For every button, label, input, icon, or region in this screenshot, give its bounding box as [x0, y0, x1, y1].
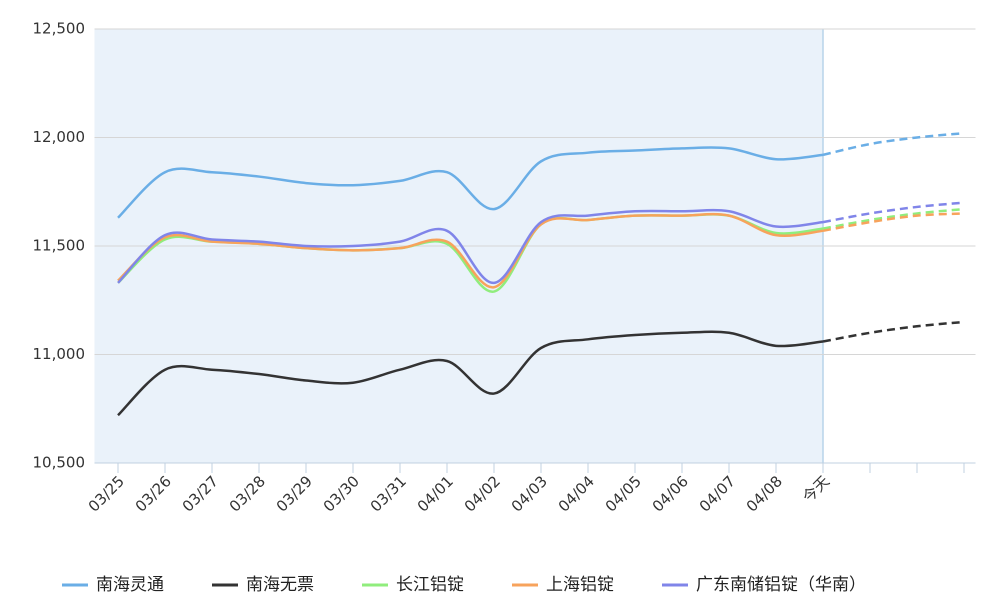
- legend-label: 南海灵通: [96, 575, 164, 595]
- series-line: [117, 212, 824, 289]
- legend-label: 广东南储铝锭（华南）: [696, 575, 866, 595]
- x-tick-label: 今天: [799, 472, 833, 506]
- x-tick-label: 04/04: [555, 472, 598, 515]
- forecast-line: [822, 131, 965, 157]
- legend-label: 上海铝锭: [546, 575, 614, 595]
- x-tick-label: 04/05: [602, 472, 645, 515]
- y-tick-label: 11,000: [33, 345, 86, 363]
- y-tick-label: 11,500: [33, 237, 86, 255]
- forecast-line: [822, 201, 965, 224]
- series-line: [117, 146, 824, 219]
- x-tick-label: 03/28: [226, 472, 269, 515]
- x-tick-label: 03/31: [367, 472, 410, 515]
- legend-label: 长江铝锭: [396, 575, 464, 595]
- series-line: [117, 330, 824, 417]
- forecast-line: [822, 207, 965, 230]
- x-tick-label: 04/02: [461, 472, 504, 515]
- x-tick-label: 03/29: [273, 472, 316, 515]
- x-tick-label: 03/27: [179, 472, 222, 515]
- legend-label: 南海无票: [246, 575, 314, 595]
- forecast-line: [822, 320, 965, 343]
- y-tick-label: 12,500: [33, 20, 86, 38]
- x-tick-label: 03/30: [320, 472, 363, 515]
- x-tick-label: 03/25: [85, 472, 128, 515]
- x-tick-label: 04/07: [696, 472, 739, 515]
- y-tick-label: 10,500: [33, 454, 86, 472]
- x-tick-label: 03/26: [132, 472, 175, 515]
- legend: 南海灵通 南海无票 长江铝锭 上海铝锭 广东南储铝锭（华南）: [62, 575, 866, 595]
- x-tick-label: 04/03: [508, 472, 551, 515]
- forecast-line: [822, 212, 965, 233]
- series-line: [117, 208, 824, 285]
- y-tick-label: 12,000: [33, 128, 86, 146]
- x-tick-label: 04/01: [414, 472, 457, 515]
- x-tick-label: 04/08: [743, 472, 786, 515]
- x-tick-label: 04/06: [649, 472, 692, 515]
